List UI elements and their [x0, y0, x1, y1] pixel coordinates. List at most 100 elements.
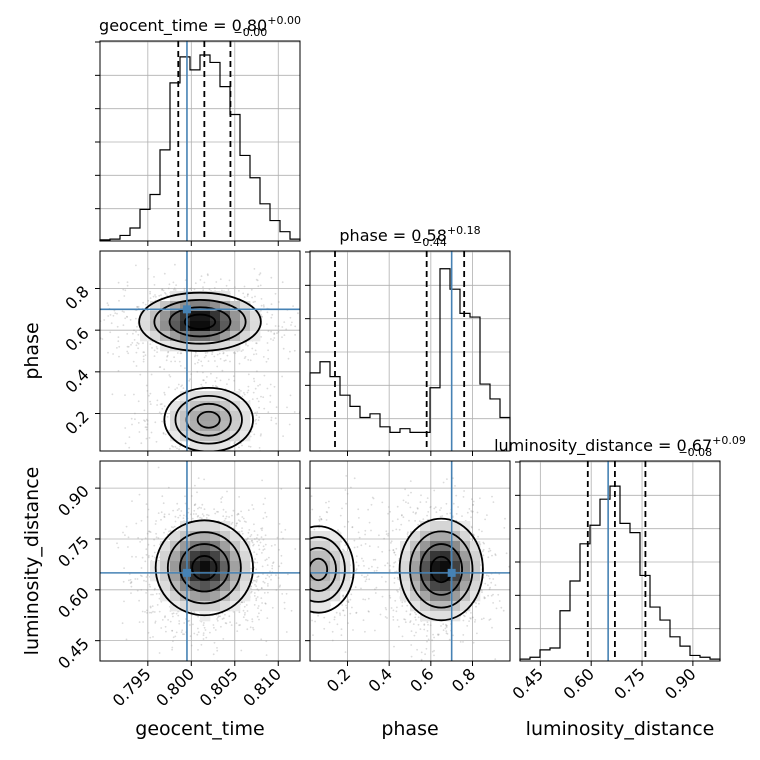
scatter-point [197, 507, 199, 510]
scatter-point [417, 623, 420, 626]
scatter-point [118, 345, 121, 348]
scatter-point [252, 626, 254, 629]
scatter-point [401, 601, 404, 604]
scatter-point [302, 550, 304, 552]
scatter-point [117, 546, 120, 549]
scatter-point [251, 539, 254, 542]
scatter-point [178, 448, 181, 451]
density-cell [220, 421, 231, 432]
scatter-point [245, 604, 248, 606]
scatter-point [455, 513, 458, 515]
density-cell [200, 421, 211, 432]
scatter-point [168, 283, 171, 286]
scatter-point [407, 531, 409, 534]
scatter-point [283, 601, 286, 604]
scatter-point [256, 397, 259, 400]
scatter-point [433, 654, 435, 657]
scatter-point [426, 514, 428, 517]
scatter-point [163, 515, 166, 518]
scatter-point [391, 520, 394, 522]
scatter-point [132, 360, 135, 363]
scatter-point [246, 610, 249, 612]
contour-0-1 [168, 306, 232, 338]
scatter-point [140, 567, 143, 569]
scatter-point [339, 612, 341, 615]
scatter-point [192, 623, 194, 626]
scatter-point [145, 609, 148, 612]
scatter-point [260, 527, 262, 530]
title-minus: −0.00 [234, 26, 268, 39]
scatter-point [179, 514, 182, 517]
density-cell [170, 581, 181, 592]
scatter-point [405, 501, 407, 503]
scatter-point [256, 596, 259, 598]
scatter-point [256, 466, 258, 468]
scatter-point [149, 290, 152, 293]
scatter-point [349, 612, 352, 615]
scatter-point [168, 513, 171, 516]
scatter-point [256, 615, 259, 618]
scatter-point [256, 411, 259, 414]
scatter-point [145, 580, 148, 583]
scatter-point [260, 298, 263, 300]
scatter-point [255, 597, 258, 600]
scatter-point [303, 322, 305, 324]
scatter-point [243, 285, 246, 288]
scatter-point [213, 508, 216, 510]
scatter-point [390, 542, 392, 544]
scatter-point [346, 492, 349, 495]
density-cell [140, 321, 151, 332]
scatter-point [180, 457, 182, 459]
density-cell [210, 531, 221, 542]
scatter-point [445, 624, 448, 627]
density-cell [180, 291, 191, 302]
scatter-point [159, 459, 161, 461]
scatter-point [142, 355, 145, 358]
scatter-point [288, 552, 290, 554]
scatter-point [251, 296, 254, 299]
scatter-point [277, 577, 280, 579]
scatter-point [249, 445, 252, 448]
density-cell [210, 441, 221, 451]
density-cell [240, 541, 251, 552]
scatter-point [217, 511, 220, 513]
scatter-point [302, 559, 304, 561]
scatter-point [395, 528, 398, 531]
scatter-point [240, 390, 242, 392]
scatter-point [244, 342, 247, 345]
scatter-point [170, 526, 173, 528]
scatter-point [426, 621, 429, 623]
scatter-point [370, 503, 373, 506]
scatter-point [410, 491, 412, 494]
scatter-point [409, 506, 412, 509]
scatter-point [202, 634, 205, 636]
scatter-point [222, 352, 225, 354]
density-cell [240, 561, 251, 572]
scatter-point [189, 452, 191, 454]
scatter-point [202, 632, 205, 634]
scatter-point [131, 500, 133, 502]
scatter-point [374, 592, 377, 594]
scatter-point [409, 613, 411, 616]
scatter-point [219, 278, 222, 281]
scatter-point [285, 328, 288, 331]
scatter-point [164, 615, 167, 618]
scatter-point [353, 477, 356, 480]
scatter-point [471, 526, 473, 529]
scatter-point [267, 493, 269, 495]
scatter-point [221, 618, 224, 620]
scatter-point [462, 641, 464, 643]
scatter-point [426, 497, 429, 499]
scatter-point [141, 610, 144, 613]
scatter-point [311, 508, 314, 511]
density-cell [240, 411, 251, 422]
scatter-point [235, 522, 238, 525]
scatter-point [163, 368, 166, 371]
ytick-label-luminosity_distance-0: 0.45 [54, 634, 93, 673]
scatter-point [167, 386, 170, 389]
scatter-point [156, 347, 159, 350]
scatter-point [126, 284, 129, 287]
scatter-point [240, 350, 243, 352]
scatter-point [275, 589, 278, 591]
